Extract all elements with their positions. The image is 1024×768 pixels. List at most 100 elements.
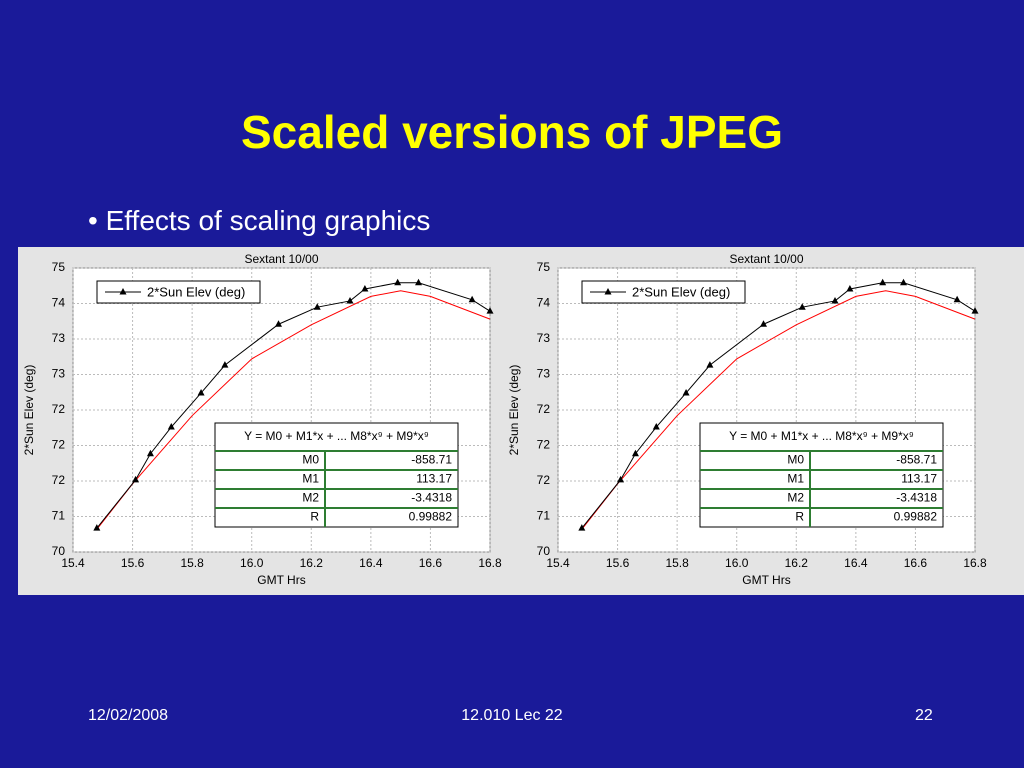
point-marker [971, 307, 979, 314]
y-axis-label: 2*Sun Elev (deg) [507, 365, 521, 456]
table-cell: R [310, 510, 319, 524]
point-marker [900, 278, 908, 286]
point-marker [394, 278, 402, 286]
point-marker [879, 278, 887, 286]
series-line [581, 290, 976, 530]
y-tick-label: 70 [52, 544, 66, 558]
x-tick-label: 16.4 [844, 556, 868, 570]
table-cell: -858.71 [411, 453, 452, 467]
point-marker [578, 524, 586, 531]
x-tick-label: 15.4 [546, 556, 570, 570]
y-tick-label: 73 [52, 367, 66, 381]
point-marker [313, 303, 321, 310]
x-tick-label: 15.8 [180, 556, 204, 570]
table-cell: 113.17 [416, 472, 452, 486]
legend-marker [119, 288, 127, 295]
y-tick-label: 70 [537, 544, 551, 558]
y-tick-label: 75 [52, 260, 66, 274]
y-tick-label: 72 [52, 438, 66, 452]
table-cell: M1 [302, 472, 319, 486]
point-marker [146, 449, 154, 457]
legend-box [96, 280, 261, 304]
y-tick-label: 74 [52, 296, 66, 310]
table-cell: M0 [787, 453, 804, 467]
y-tick-label: 74 [537, 296, 551, 310]
x-tick-label: 16.0 [240, 556, 264, 570]
table-cell: -3.4318 [411, 491, 452, 505]
x-axis-label: GMT Hrs [742, 573, 790, 587]
table-header: Y = M0 + M1*x + ... M8*x⁹ + M9*x⁹ [244, 429, 429, 443]
chart-title: Sextant 10/00 [729, 252, 803, 266]
point-marker [846, 285, 854, 292]
point-marker [760, 320, 768, 327]
y-tick-label: 72 [537, 438, 551, 452]
point-marker [93, 524, 101, 531]
point-marker [617, 475, 625, 483]
table-cell: -858.71 [896, 453, 937, 467]
point-marker [798, 303, 806, 310]
y-tick-label: 73 [52, 331, 66, 345]
bullet: • Effects of scaling graphics [88, 205, 431, 236]
x-tick-label: 15.4 [61, 556, 85, 570]
chart: Sextant 10/00 GMT Hrs 2*Sun Elev (deg) 70 71… [18, 247, 503, 595]
footer-course: 12.010 Lec 22 [461, 707, 563, 724]
x-tick-label: 16.8 [478, 556, 502, 570]
point-marker [167, 423, 175, 430]
series-line [96, 290, 491, 530]
table-cell: M2 [787, 491, 804, 505]
y-axis-label: 2*Sun Elev (deg) [22, 365, 36, 456]
x-tick-label: 16.2 [785, 556, 809, 570]
point-marker [953, 295, 961, 303]
y-tick-label: 75 [537, 260, 551, 274]
fit-table [699, 422, 944, 528]
chart-title: Sextant 10/00 [244, 252, 318, 266]
table-cell: M2 [302, 491, 319, 505]
y-tick-label: 72 [52, 473, 66, 487]
chart: Sextant 10/00 GMT Hrs 2*Sun Elev (deg) 70 71… [503, 247, 1024, 595]
point-marker [486, 307, 494, 314]
y-tick-label: 73 [537, 367, 551, 381]
x-tick-label: 15.8 [665, 556, 689, 570]
x-tick-label: 16.4 [359, 556, 383, 570]
point-marker [132, 475, 140, 483]
point-marker [275, 320, 283, 327]
y-tick-label: 72 [537, 473, 551, 487]
x-tick-label: 16.8 [963, 556, 987, 570]
point-marker [197, 388, 205, 396]
x-tick-label: 16.2 [300, 556, 324, 570]
series-line [581, 282, 976, 529]
y-tick-label: 72 [52, 402, 66, 416]
point-marker [221, 361, 229, 368]
series-line [96, 282, 491, 529]
point-marker [346, 296, 354, 304]
table-cell: 113.17 [901, 472, 937, 486]
table-cell: M0 [302, 453, 319, 467]
slide-title: Scaled versions of JPEG [240, 106, 783, 158]
legend-label: 2*Sun Elev (deg) [632, 284, 730, 299]
table-cell: M1 [787, 472, 804, 486]
y-tick-label: 71 [52, 509, 66, 523]
table-cell: R [795, 510, 804, 524]
y-tick-label: 71 [537, 509, 551, 523]
point-marker [706, 361, 714, 368]
point-marker [361, 285, 369, 292]
legend-marker [604, 288, 612, 295]
footer-date: 12/02/2008 [88, 707, 169, 724]
x-tick-label: 16.0 [725, 556, 749, 570]
table-cell: 0.99882 [409, 510, 453, 524]
x-tick-label: 15.6 [606, 556, 630, 570]
x-tick-label: 16.6 [419, 556, 443, 570]
fit-table [214, 422, 459, 528]
bullet-text: Effects of scaling graphics [105, 205, 431, 236]
x-tick-label: 15.6 [121, 556, 145, 570]
point-marker [682, 388, 690, 396]
table-header: Y = M0 + M1*x + ... M8*x⁹ + M9*x⁹ [729, 429, 914, 443]
legend-box [581, 280, 746, 304]
point-marker [831, 296, 839, 304]
y-tick-label: 72 [537, 402, 551, 416]
table-cell: -3.4318 [896, 491, 937, 505]
table-cell: 0.99882 [894, 510, 938, 524]
point-marker [652, 423, 660, 430]
point-marker [415, 278, 423, 286]
